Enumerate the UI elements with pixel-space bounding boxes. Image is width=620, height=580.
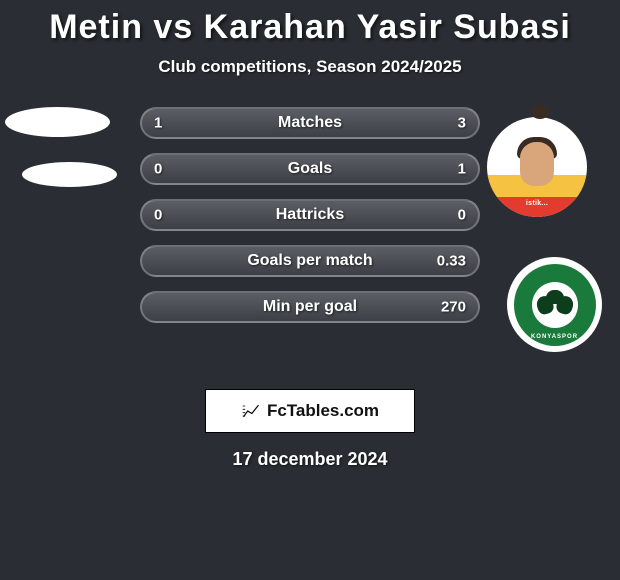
stat-right-value: 0.33	[437, 253, 466, 270]
brand-footer: FcTables.com	[205, 389, 415, 433]
club-ring-text: KONYASPOR	[514, 334, 596, 340]
stat-label: Hattricks	[276, 206, 344, 224]
right-club-badge: KONYASPOR	[507, 257, 602, 352]
stat-right-value: 0	[458, 207, 466, 224]
stat-left-value: 1	[154, 115, 162, 132]
stat-label: Matches	[278, 114, 342, 132]
right-player-avatar: istik...	[487, 97, 592, 232]
stat-right-value: 270	[441, 299, 466, 316]
stat-row: Goals per match 0.33	[140, 245, 480, 277]
stat-left-value: 0	[154, 207, 162, 224]
stat-label: Goals	[288, 160, 332, 178]
stat-label: Min per goal	[263, 298, 357, 316]
stat-label: Goals per match	[247, 252, 372, 270]
page-date: 17 december 2024	[0, 449, 620, 470]
stat-right-value: 3	[458, 115, 466, 132]
page-subtitle: Club competitions, Season 2024/2025	[0, 57, 620, 77]
brand-text: FcTables.com	[267, 401, 379, 421]
page-title: Metin vs Karahan Yasir Subasi	[0, 0, 620, 47]
left-club-placeholder	[22, 162, 117, 187]
eagle-icon	[535, 290, 575, 320]
left-player-placeholder	[5, 107, 110, 137]
stat-right-value: 1	[458, 161, 466, 178]
stat-bars: 1 Matches 3 0 Goals 1 0 Hattricks 0 Goal…	[140, 107, 480, 337]
jersey-sponsor-text: istik...	[487, 200, 587, 207]
comparison-region: istik... KONYASPOR 1 Matches 3 0 Goals 1	[0, 107, 620, 367]
fctables-icon	[241, 401, 261, 421]
stat-row: 1 Matches 3	[140, 107, 480, 139]
stat-left-value: 0	[154, 161, 162, 178]
stat-row: Min per goal 270	[140, 291, 480, 323]
stat-row: 0 Hattricks 0	[140, 199, 480, 231]
stat-row: 0 Goals 1	[140, 153, 480, 185]
